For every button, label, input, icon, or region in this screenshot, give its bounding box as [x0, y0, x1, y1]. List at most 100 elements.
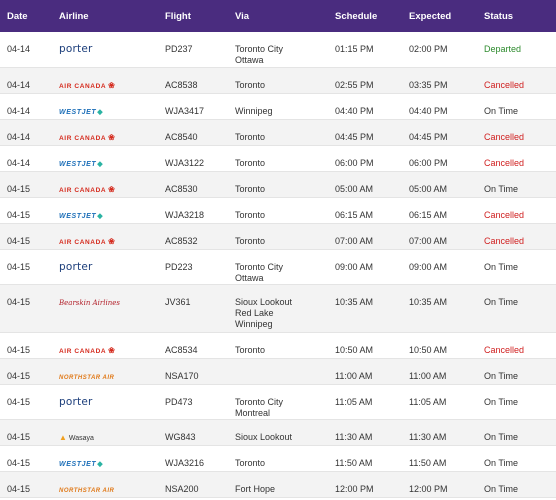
cell-schedule: 12:00 PM [335, 483, 374, 494]
cell-date: 04-14 [7, 157, 31, 168]
table-row: 04-15 AIR CANADA ❀ AC8530 Toronto 05:00 AM 05:… [0, 171, 556, 197]
cell-via: Toronto City Ottawa [228, 249, 328, 284]
header-schedule[interactable]: Schedule [335, 10, 378, 22]
cell-schedule: 05:00 AM [335, 183, 374, 194]
cell-expected: 04:40 PM [409, 105, 448, 116]
cell-expected: 11:05 AM [409, 396, 447, 407]
table-row: 04-15 NORTHSTAR AIR NSA200 Fort Hope 12:00 P… [0, 471, 556, 497]
status-badge: On Time [484, 457, 519, 468]
cell-airline: WESTJET◆ [52, 93, 158, 119]
status-badge: Cancelled [484, 235, 525, 246]
cell-flight: AC8532 [165, 235, 198, 246]
westjet-mark-icon: ◆ [97, 160, 104, 168]
table-row: 04-14 porter PD237 Toronto City Ottawa 01:15 … [0, 32, 556, 67]
airline-name: WESTJET [59, 460, 97, 468]
status-badge: On Time [484, 261, 519, 272]
cell-via: Toronto [228, 223, 328, 249]
cell-schedule: 11:50 AM [335, 457, 373, 468]
via-stop: Toronto [235, 209, 266, 220]
cell-via [228, 358, 328, 384]
cell-via: Toronto City Montreal [228, 384, 328, 419]
status-badge: On Time [484, 396, 519, 407]
maple-leaf-icon: ❀ [108, 80, 116, 90]
header-date[interactable]: Date [7, 10, 28, 22]
table-row: 04-14 AIR CANADA ❀ AC8538 Toronto 02:55 PM 03:… [0, 67, 556, 93]
cell-date: 04-15 [7, 457, 31, 468]
header-airline[interactable]: Airline [59, 10, 89, 22]
cell-via: Toronto [228, 445, 328, 471]
westjet-mark-icon: ◆ [97, 460, 104, 468]
cell-airline: ▲ Wasaya [52, 419, 158, 445]
cell-date: 04-15 [7, 396, 31, 407]
cell-airline: porter [52, 32, 158, 67]
airline-logo: NORTHSTAR AIR [59, 486, 114, 497]
cell-date: 04-14 [7, 105, 31, 116]
via-stop: Fort Hope [235, 483, 276, 494]
header-expected[interactable]: Expected [409, 10, 452, 22]
cell-schedule: 04:40 PM [335, 105, 374, 116]
airline-logo: NORTHSTAR AIR [59, 373, 114, 384]
cell-schedule: 02:55 PM [335, 79, 374, 90]
cell-airline: AIR CANADA ❀ [52, 67, 158, 93]
airline-name: AIR CANADA [59, 82, 107, 90]
cell-date: 04-15 [7, 370, 31, 381]
cell-expected: 05:00 AM [409, 183, 448, 194]
cell-date: 04-15 [7, 209, 31, 220]
status-badge: On Time [484, 183, 519, 194]
airline-name: AIR CANADA [59, 186, 107, 194]
airline-logo: Bearskin Airlines [59, 298, 120, 309]
cell-schedule: 01:15 PM [335, 44, 374, 54]
cell-schedule: 11:00 AM [335, 370, 373, 381]
table-row: 04-15 AIR CANADA ❀ AC8532 Toronto 07:00 AM 07:… [0, 223, 556, 249]
airline-name: AIR CANADA [59, 238, 107, 246]
header-via[interactable]: Via [235, 10, 250, 22]
cell-expected: 07:00 AM [409, 235, 448, 246]
cell-via: Sioux Lookout Red Lake Winnipeg [228, 284, 328, 332]
cell-via: Toronto [228, 67, 328, 93]
cell-schedule: 11:30 AM [335, 431, 373, 442]
airline-logo: AIR CANADA ❀ [59, 345, 115, 357]
cell-date: 04-14 [7, 79, 31, 90]
cell-airline: AIR CANADA ❀ [52, 332, 158, 358]
via-stop: Toronto [235, 183, 266, 194]
airline-name: porter [59, 395, 93, 408]
table-row: 04-15 NORTHSTAR AIR NSA170 11:00 AM 11:00 AM… [0, 358, 556, 384]
cell-airline: NORTHSTAR AIR [52, 471, 158, 497]
cell-airline: AIR CANADA ❀ [52, 119, 158, 145]
table-row: 04-15 porter PD223 Toronto City Ottawa 09:00 … [0, 249, 556, 284]
airline-name: WESTJET [59, 160, 97, 168]
airline-logo: AIR CANADA ❀ [59, 132, 115, 144]
cell-schedule: 07:00 AM [335, 235, 374, 246]
airline-name: AIR CANADA [59, 347, 107, 355]
table-header: Date Airline Flight Via Schedule Expecte… [0, 0, 556, 32]
via-stop: Red Lake [235, 307, 274, 318]
via-stop: Ottawa [235, 55, 264, 65]
cell-airline: AIR CANADA ❀ [52, 171, 158, 197]
cell-date: 04-14 [7, 44, 31, 54]
table-row: 04-14 WESTJET◆ WJA3417 Winnipeg 04:40 PM 04:4… [0, 93, 556, 119]
table-body: 04-14 porter PD237 Toronto City Ottawa 01:15 … [0, 32, 556, 497]
airline-logo: WESTJET◆ [59, 459, 103, 470]
cell-flight: AC8534 [165, 344, 198, 355]
status-badge: Departed [484, 44, 522, 54]
maple-leaf-icon: ❀ [108, 184, 116, 194]
cell-airline: porter [52, 249, 158, 284]
cell-expected: 10:35 AM [409, 296, 448, 307]
westjet-mark-icon: ◆ [97, 212, 104, 220]
header-status[interactable]: Status [484, 10, 514, 22]
westjet-mark-icon: ◆ [97, 108, 104, 116]
airline-logo: porter [59, 395, 93, 408]
cell-expected: 02:00 PM [409, 44, 448, 54]
status-badge: Cancelled [484, 131, 525, 142]
cell-date: 04-15 [7, 431, 31, 442]
header-flight[interactable]: Flight [165, 10, 191, 22]
table-row: 04-15 porter PD473 Toronto City Montreal 11:0… [0, 384, 556, 419]
via-stop: Toronto City [235, 261, 284, 272]
airline-logo: WESTJET◆ [59, 211, 103, 222]
table-row: 04-15 AIR CANADA ❀ AC8534 Toronto 10:50 AM 10:… [0, 332, 556, 358]
via-stop: Toronto [235, 79, 266, 90]
airline-name: AIR CANADA [59, 134, 107, 142]
cell-via: Toronto [228, 119, 328, 145]
cell-flight: JV361 [165, 296, 191, 307]
